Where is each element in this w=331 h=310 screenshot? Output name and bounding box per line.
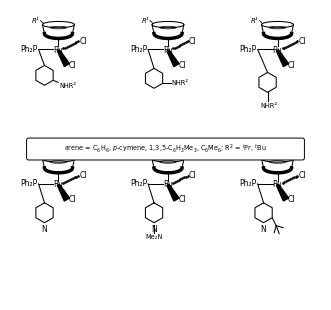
Text: Cl: Cl [79,171,87,180]
Text: NHR²: NHR² [59,83,76,89]
Text: R¹: R¹ [251,18,259,24]
Ellipse shape [42,21,74,28]
Ellipse shape [261,156,294,162]
Text: Ru: Ru [273,46,282,55]
Text: NHR²: NHR² [172,80,189,86]
Polygon shape [167,50,179,67]
Text: Ru: Ru [273,180,282,189]
Text: Ph₂P: Ph₂P [130,45,147,54]
Polygon shape [167,184,179,201]
Text: Cl: Cl [69,195,76,204]
Polygon shape [57,184,70,201]
Text: NHR²: NHR² [260,103,277,109]
Text: arene = C$_6$H$_6$, $p$-cymene, 1,3,5-C$_6$H$_3$Me$_3$, C$_6$Me$_6$; R$^2$ = $^i: arene = C$_6$H$_6$, $p$-cymene, 1,3,5-C$… [64,143,267,155]
Text: R: R [254,152,259,158]
Text: Ru: Ru [163,46,173,55]
Text: Cl: Cl [288,61,296,70]
Text: Ph₂P: Ph₂P [21,179,38,188]
Text: Me₂N: Me₂N [145,234,163,240]
Polygon shape [276,50,289,67]
Text: Ru: Ru [163,180,173,189]
Ellipse shape [261,21,294,28]
Text: Cl: Cl [288,195,296,204]
Text: Ph₂P: Ph₂P [240,179,257,188]
Text: Ph₂P: Ph₂P [21,45,38,54]
Text: Ph₂P: Ph₂P [130,179,147,188]
Text: N: N [42,225,47,234]
Text: Ph₂P: Ph₂P [240,45,257,54]
FancyBboxPatch shape [26,138,305,160]
Text: Cl: Cl [298,171,306,180]
Ellipse shape [152,21,184,28]
Text: R¹: R¹ [141,18,149,24]
Text: Cl: Cl [298,37,306,46]
Polygon shape [57,50,70,67]
Ellipse shape [42,156,74,162]
Text: Cl: Cl [79,37,87,46]
Text: Cl: Cl [178,195,186,204]
Text: R: R [35,152,39,158]
Text: Cl: Cl [178,61,186,70]
Polygon shape [276,184,289,201]
Text: N: N [151,225,157,234]
Text: Ru: Ru [54,180,64,189]
Text: N: N [261,225,266,234]
Text: R¹: R¹ [32,18,39,24]
Text: Cl: Cl [69,61,76,70]
Text: R: R [144,152,149,158]
Text: Cl: Cl [189,37,196,46]
Text: Ru: Ru [54,46,64,55]
Text: Cl: Cl [189,171,196,180]
Ellipse shape [152,156,184,162]
